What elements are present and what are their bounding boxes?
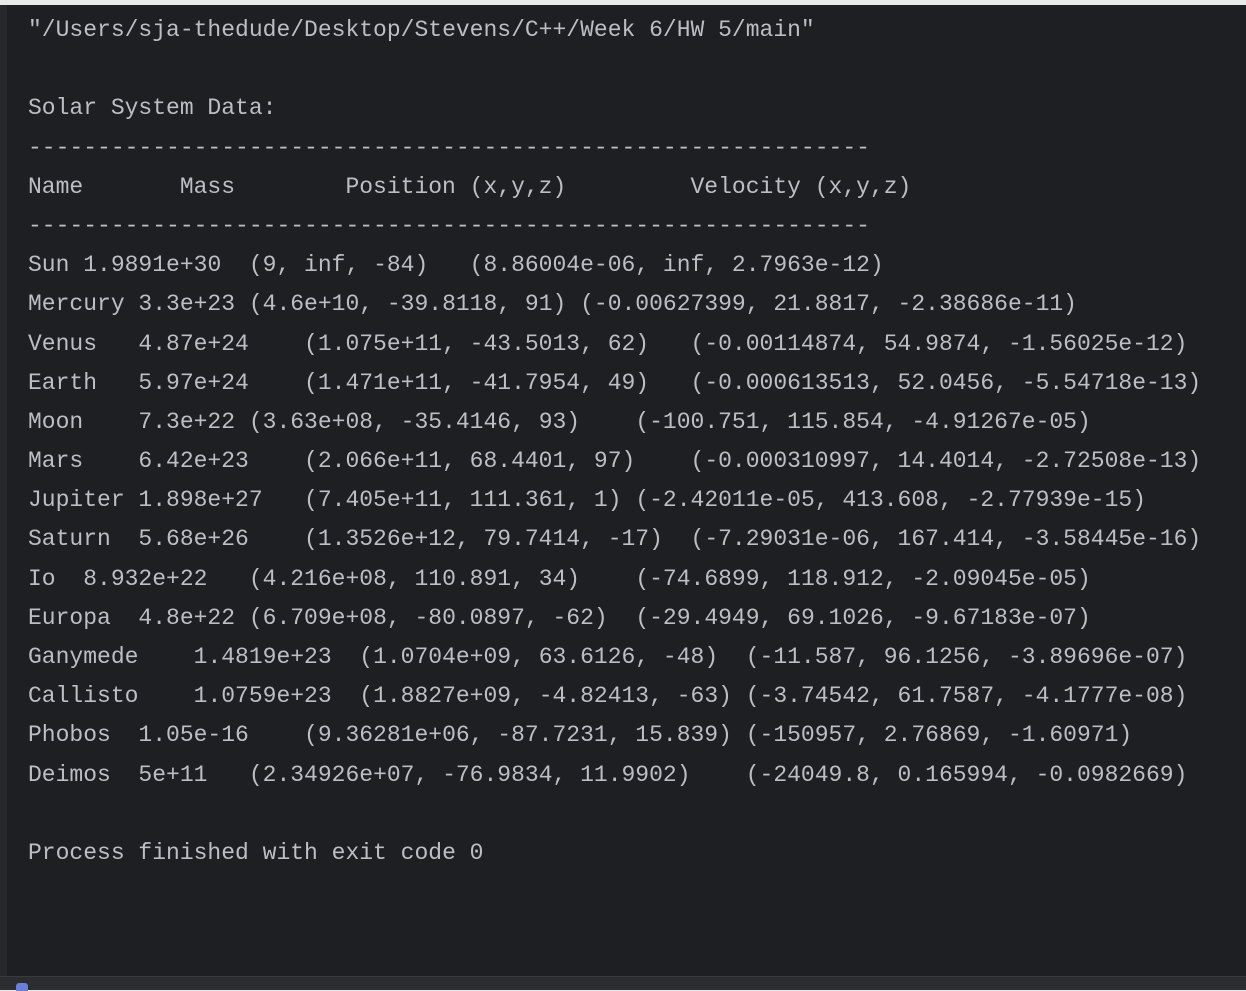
row-mass: 5.97e+24 (138, 369, 249, 396)
row-name: Sun (28, 252, 70, 279)
row-name: Phobos (28, 722, 111, 749)
row-position: (4.216e+08, 110.891, 34) (248, 565, 581, 592)
row-name: Saturn (28, 526, 111, 553)
row-position: (9, inf, -84) (248, 252, 429, 279)
row-mass: 5.68e+26 (138, 526, 249, 553)
header-velocity: Velocity (x,y,z) (690, 173, 912, 200)
run-console[interactable]: "/Users/sja-thedude/Desktop/Stevens/C++/… (0, 5, 1246, 976)
row-mass: 1.4819e+23 (193, 644, 332, 670)
console-output[interactable]: "/Users/sja-thedude/Desktop/Stevens/C++/… (28, 11, 1201, 873)
row-name: Mercury (28, 291, 125, 318)
row-mass: 1.9891e+30 (83, 252, 222, 279)
row-position: (1.8827e+09, -4.82413, -63) (359, 683, 732, 710)
row-position: (1.0704e+09, 63.6126, -48) (359, 644, 719, 670)
row-velocity: (-150957, 2.76869, -1.60971) (745, 722, 1133, 749)
row-position: (2.066e+11, 68.4401, 97) (304, 448, 636, 475)
table-header: Name Mass Position (x,y,z) Velocity (x,y,z) (28, 168, 1201, 207)
row-position: (1.075e+11, -43.5013, 62) (304, 330, 650, 357)
header-name: Name (28, 173, 84, 200)
table-row: Deimos 5e+11 (2.34926e+07, -76.9834, 11.… (28, 756, 1201, 795)
row-mass: 4.8e+22 (138, 604, 236, 631)
table-row: Earth 5.97e+24 (1.471e+11, -41.7954, 49)… (28, 364, 1201, 403)
table-row: Jupiter 1.898e+27 (7.405e+11, 111.361, 1… (28, 481, 1201, 520)
table-row: Venus 4.87e+24 (1.075e+11, -43.5013, 62)… (28, 325, 1201, 364)
row-mass: 5e+11 (138, 761, 208, 788)
row-name: Deimos (28, 761, 111, 788)
row-velocity: (8.86004e-06, inf, 2.7963e-12) (469, 252, 884, 279)
table-row: Mercury 3.3e+23 (4.6e+10, -39.8118, 91) … (28, 285, 1201, 324)
row-mass: 4.87e+24 (138, 330, 249, 357)
row-position: (4.6e+10, -39.8118, 91) (248, 291, 567, 318)
row-mass: 1.898e+27 (138, 487, 263, 514)
row-position: (7.405e+11, 111.361, 1) (304, 487, 622, 514)
row-velocity: (-0.00114874, 54.9874, -1.56025e-12) (690, 330, 1188, 357)
row-velocity: (-2.42011e-05, 413.608, -2.77939e-15) (635, 487, 1146, 514)
row-position: (1.471e+11, -41.7954, 49) (304, 369, 650, 396)
row-position: (3.63e+08, -35.4146, 93) (248, 408, 581, 435)
row-velocity: (-0.00627399, 21.8817, -2.38686e-11) (580, 291, 1077, 318)
output-title: Solar System Data: (28, 95, 277, 122)
blank-line (28, 795, 1201, 834)
row-mass: 3.3e+23 (138, 291, 236, 318)
table-row: Saturn 5.68e+26 (1.3526e+12, 79.7414, -1… (28, 520, 1201, 559)
row-mass: 8.932e+22 (83, 565, 208, 592)
header-mass: Mass (179, 173, 236, 200)
row-position: (9.36281e+06, -87.7231, 15.839) (304, 722, 732, 749)
row-velocity: (-100.751, 115.854, -4.91267e-05) (635, 408, 1091, 435)
separator-bottom: ----------------------------------------… (28, 212, 870, 239)
row-name: Io (28, 565, 56, 592)
table-row: Ganymede 1.4819e+23 (1.0704e+09, 63.6126… (28, 638, 1201, 677)
table-row: Moon 7.3e+22 (3.63e+08, -35.4146, 93) (-… (28, 403, 1201, 442)
blank-line (28, 50, 1201, 89)
table-rows: Sun 1.9891e+30 (9, inf, -84) (8.86004e-0… (28, 246, 1201, 795)
row-velocity: (-0.000613513, 52.0456, -5.54718e-13) (690, 369, 1202, 396)
row-name: Jupiter (28, 487, 125, 514)
row-name: Callisto (28, 683, 139, 710)
row-velocity: (-11.587, 96.1256, -3.89696e-07) (745, 644, 1188, 670)
row-mass: 1.0759e+23 (193, 683, 332, 710)
separator-top: ----------------------------------------… (28, 134, 870, 161)
row-velocity: (-74.6899, 118.912, -2.09045e-05) (635, 565, 1091, 592)
table-row: Sun 1.9891e+30 (9, inf, -84) (8.86004e-0… (28, 246, 1201, 285)
header-position: Position (x,y,z) (345, 173, 567, 200)
row-mass: 1.05e-16 (138, 722, 249, 749)
exit-message: Process finished with exit code 0 (28, 839, 484, 866)
row-position: (2.34926e+07, -76.9834, 11.9902) (248, 761, 691, 788)
row-position: (1.3526e+12, 79.7414, -17) (304, 526, 663, 553)
row-position: (6.709e+08, -80.0897, -62) (248, 604, 608, 631)
table-row: Io 8.932e+22 (4.216e+08, 110.891, 34) (-… (28, 560, 1201, 599)
row-name: Earth (28, 369, 98, 396)
row-name: Europa (28, 604, 111, 631)
console-gutter (0, 5, 7, 976)
table-row: Callisto 1.0759e+23 (1.8827e+09, -4.8241… (28, 677, 1201, 716)
row-name: Moon (28, 408, 84, 435)
row-name: Venus (28, 330, 98, 357)
row-name: Mars (28, 448, 84, 475)
status-bar (0, 976, 1246, 991)
command-line: "/Users/sja-thedude/Desktop/Stevens/C++/… (28, 17, 815, 43)
table-row: Europa 4.8e+22 (6.709e+08, -80.0897, -62… (28, 599, 1201, 638)
row-velocity: (-29.4949, 69.1026, -9.67183e-07) (635, 604, 1091, 631)
table-row: Mars 6.42e+23 (2.066e+11, 68.4401, 97) (… (28, 442, 1201, 481)
row-mass: 6.42e+23 (138, 448, 249, 475)
tool-window-icon[interactable] (16, 983, 28, 991)
row-velocity: (-24049.8, 0.165994, -0.0982669) (745, 761, 1188, 788)
row-velocity: (-7.29031e-06, 167.414, -3.58445e-16) (690, 526, 1202, 553)
row-name: Ganymede (28, 644, 139, 670)
table-row: Phobos 1.05e-16 (9.36281e+06, -87.7231, … (28, 716, 1201, 755)
row-velocity: (-0.000310997, 14.4014, -2.72508e-13) (690, 448, 1202, 475)
row-velocity: (-3.74542, 61.7587, -4.1777e-08) (745, 683, 1188, 710)
row-mass: 7.3e+22 (138, 408, 236, 435)
